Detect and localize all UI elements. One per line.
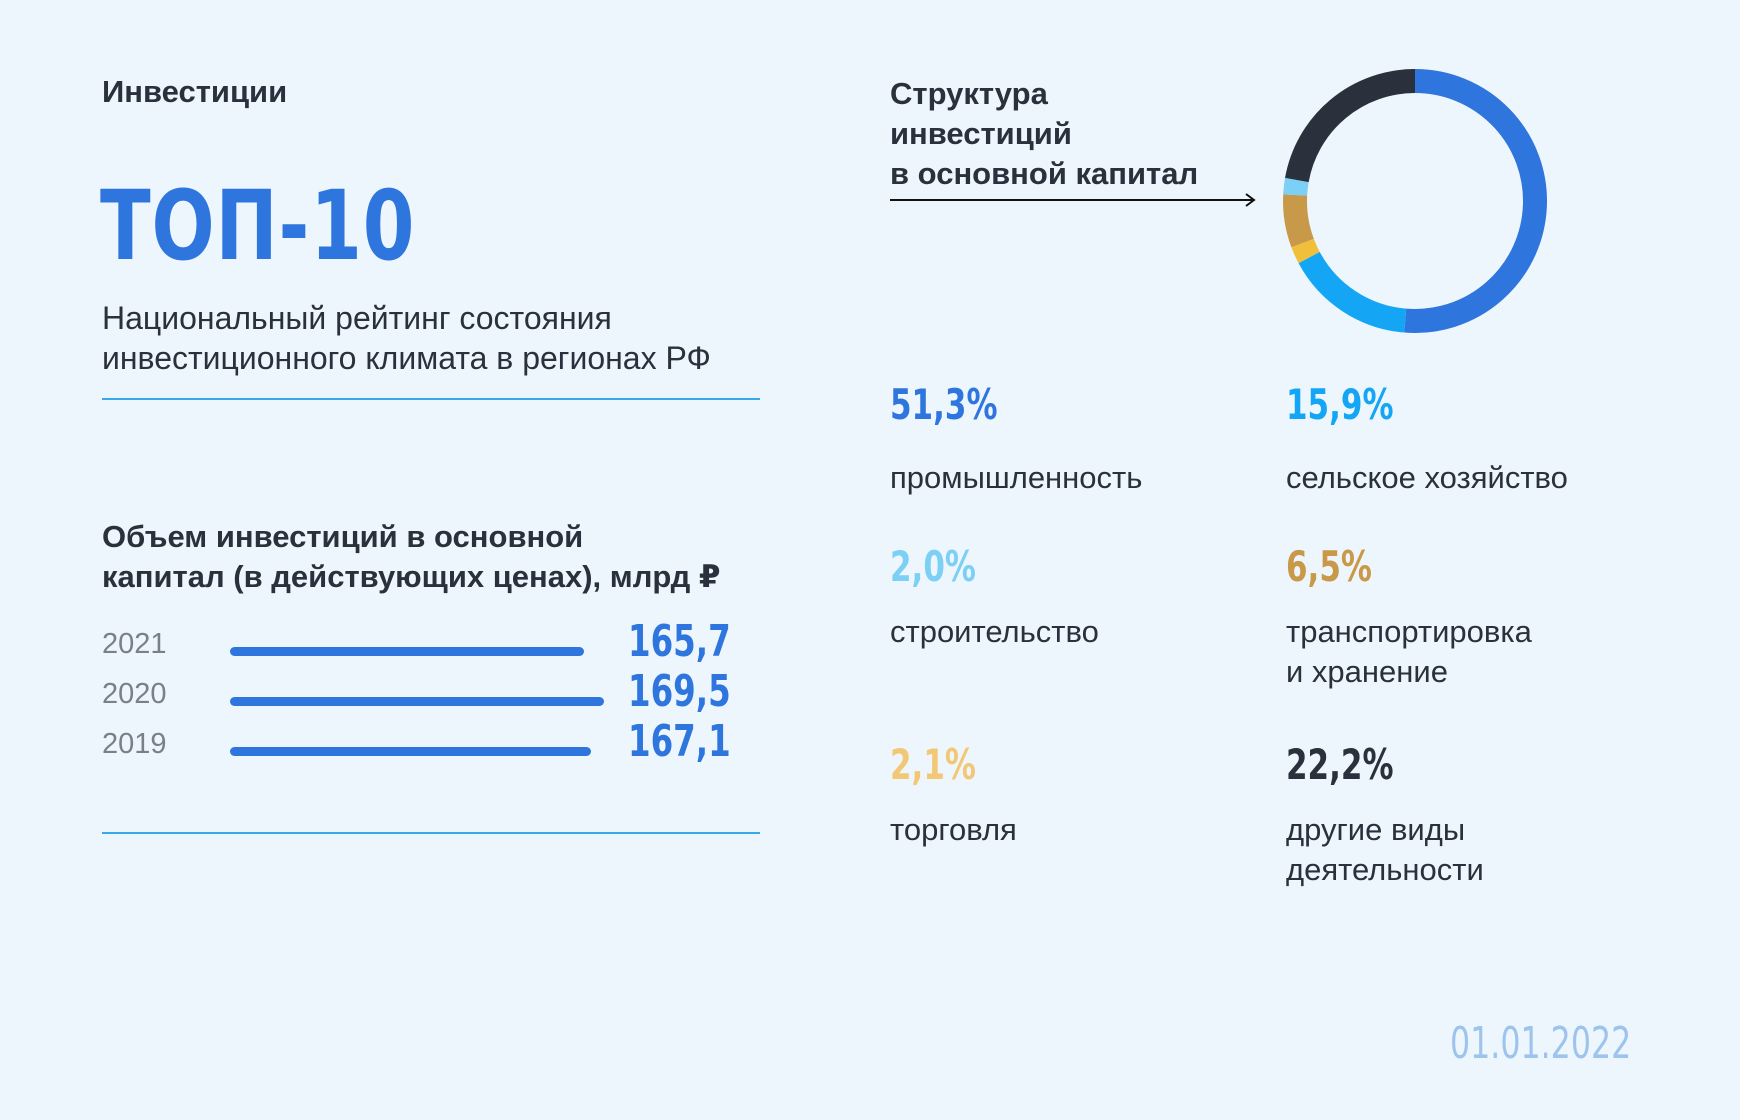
- volume-chart-title: Объем инвестиций в основной капитал (в д…: [102, 517, 802, 597]
- legend-category: строительство: [890, 612, 1099, 652]
- divider-top: [102, 398, 760, 400]
- subtitle-line-1: Национальный рейтинг состояния: [102, 300, 612, 336]
- legend-category: другие виды деятельности: [1286, 810, 1484, 890]
- legend-percent: 2,1%: [890, 740, 976, 789]
- legend-category-line-1: сельское хозяйство: [1286, 460, 1568, 495]
- structure-title-line-1: Структура: [890, 76, 1048, 111]
- volume-title-line-2: капитал (в действующих ценах), млрд ₽: [102, 559, 721, 594]
- report-date: 01.01.2022: [1450, 1018, 1632, 1069]
- structure-donut-chart: [1283, 69, 1547, 333]
- bar-year-label: 2020: [102, 678, 167, 710]
- legend-category-line-1: торговля: [890, 812, 1017, 847]
- bar-value-label: 169,5: [628, 666, 731, 717]
- legend-percent: 51,3%: [890, 380, 998, 429]
- donut-slice-0: [1404, 69, 1547, 333]
- legend-category: промышленность: [890, 458, 1142, 498]
- divider-bottom: [102, 832, 760, 834]
- bar-2019: [230, 747, 592, 756]
- legend-category-line-1: строительство: [890, 614, 1099, 649]
- legend-category-line-1: промышленность: [890, 460, 1143, 495]
- arrow-icon: [890, 193, 1256, 207]
- section-label: Инвестиции: [102, 74, 288, 109]
- legend-category: сельское хозяйство: [1286, 458, 1568, 498]
- legend-percent: 15,9%: [1286, 380, 1394, 429]
- legend-category-line-1: транспортировка: [1286, 614, 1532, 649]
- structure-title: Структура инвестиций в основной капитал: [890, 74, 1250, 194]
- legend-percent: 2,0%: [890, 542, 976, 591]
- bar-value-label: 167,1: [628, 716, 731, 767]
- legend-category: торговля: [890, 810, 1017, 850]
- subtitle-line-2: инвестиционного климата в регионах РФ: [102, 340, 711, 376]
- legend-percent: 6,5%: [1286, 542, 1372, 591]
- bar-2021: [230, 647, 584, 656]
- legend-category-line-1: другие виды: [1286, 812, 1466, 847]
- top-title: ТОП-10: [100, 170, 416, 282]
- bar-year-label: 2019: [102, 728, 167, 760]
- donut-slice-2: [1291, 238, 1320, 264]
- donut-slice-5: [1285, 69, 1416, 183]
- legend-category-line-2: и хранение: [1286, 654, 1448, 689]
- structure-title-line-2: инвестиций: [890, 116, 1072, 151]
- legend-category-line-2: деятельности: [1286, 852, 1484, 887]
- donut-slice-3: [1283, 194, 1314, 248]
- legend-category: транспортировка и хранение: [1286, 612, 1532, 692]
- bar-2020: [230, 697, 604, 706]
- legend-percent: 22,2%: [1286, 740, 1394, 789]
- volume-title-line-1: Объем инвестиций в основной: [102, 519, 584, 554]
- structure-title-line-3: в основной капитал: [890, 156, 1199, 191]
- subtitle: Национальный рейтинг состояния инвестици…: [102, 298, 822, 378]
- donut-slice-1: [1298, 251, 1407, 333]
- bar-value-label: 165,7: [628, 616, 731, 667]
- donut-slice-4: [1283, 177, 1309, 196]
- bar-year-label: 2021: [102, 628, 167, 660]
